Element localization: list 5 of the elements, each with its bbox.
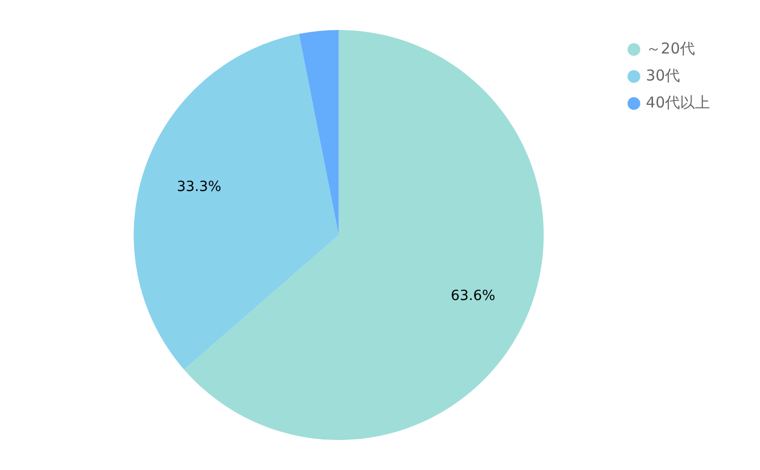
legend-label: 40代以上 [646,93,710,112]
legend-label: ～20代 [646,39,696,58]
data-label: 33.3% [176,178,222,195]
legend-label: 30代 [646,66,680,84]
data-label: 63.6% [450,288,496,304]
